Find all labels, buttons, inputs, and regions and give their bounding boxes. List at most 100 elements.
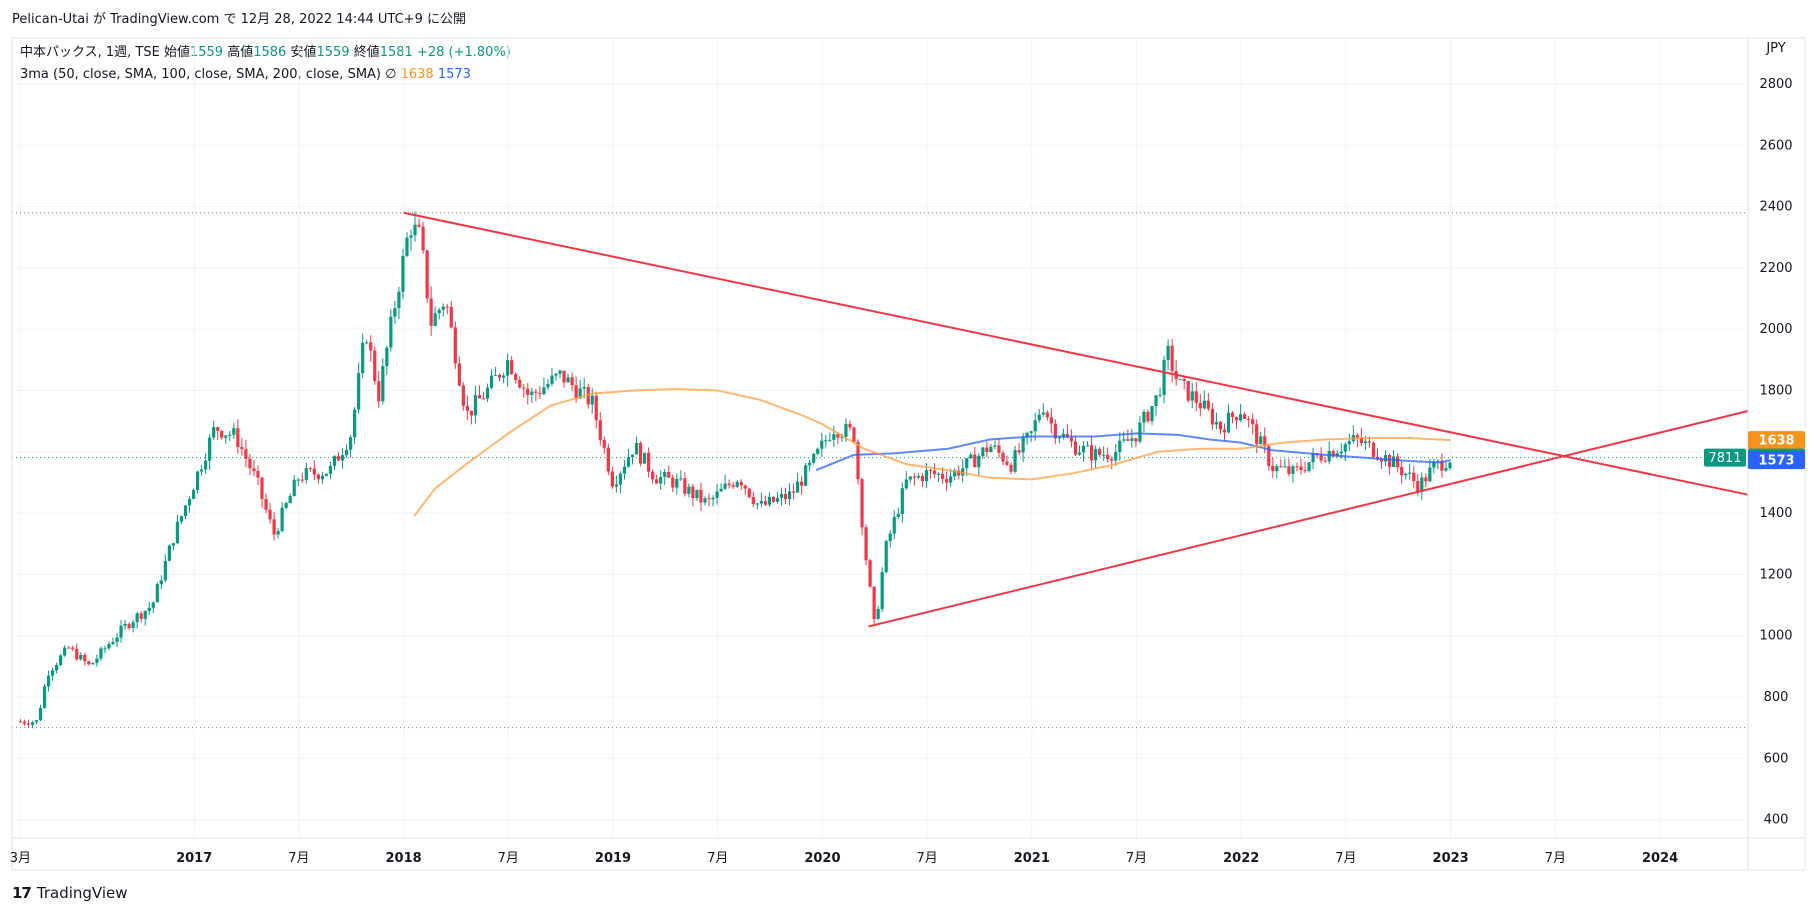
trendlines[interactable] [403, 211, 1749, 628]
candle-body [87, 661, 91, 665]
candle-body [916, 475, 921, 478]
footer-brand[interactable]: 17 TradingView [12, 884, 128, 902]
time-tick-label: 2019 [595, 851, 631, 866]
upper-trendline [403, 211, 1749, 496]
high-label: 高値 [227, 45, 254, 60]
candle-body [244, 449, 248, 459]
candle-body [1327, 451, 1331, 462]
candle-body [316, 474, 320, 480]
candle-body [526, 388, 530, 395]
candle-body [1033, 420, 1037, 432]
candle-body [550, 375, 554, 384]
candle-body [614, 484, 618, 487]
candle-body [860, 479, 864, 528]
low-value: 1559 [316, 45, 350, 60]
candle-body [695, 489, 699, 499]
candle-body [413, 224, 417, 236]
candle-body [268, 509, 272, 520]
brand-name: TradingView [36, 884, 128, 902]
candle-body [127, 624, 131, 629]
time-tick-label: 2023 [1433, 851, 1469, 866]
candle-body [1379, 459, 1384, 462]
candle-body [759, 501, 763, 504]
candle-body [272, 519, 276, 535]
price-tick-label: 2800 [1759, 77, 1792, 92]
candle-body [1045, 412, 1049, 418]
candle-body [755, 503, 759, 505]
candle-body [920, 475, 925, 482]
time-tick-label: 2022 [1223, 851, 1259, 866]
candle-body [1005, 461, 1009, 465]
candle-body [1021, 437, 1025, 453]
candle-body [340, 455, 345, 461]
ohlc-legend-row[interactable]: 中本パックス, 1週, TSE 始値1559 高値1586 安値1559 終値1… [20, 42, 511, 64]
candle-body [562, 370, 566, 383]
candle-body [602, 439, 606, 448]
candle-body [115, 637, 119, 642]
candle-body [679, 478, 683, 480]
candle-body [1247, 418, 1251, 420]
candle-body [872, 586, 876, 620]
candle-body [344, 449, 349, 456]
candle-body [1424, 477, 1428, 482]
indicator-legend-row[interactable]: 3ma (50, close, SMA, 100, close, SMA, 20… [20, 64, 511, 86]
time-tick-label: 7月 [1126, 851, 1147, 866]
candle-body [783, 493, 788, 500]
price-tick-label: 2200 [1759, 261, 1792, 276]
candle-body [892, 516, 896, 534]
horizontal-lines [12, 212, 1748, 729]
grid [12, 38, 1748, 838]
candle-body [1186, 381, 1190, 401]
candle-body [1287, 466, 1291, 474]
candle-body [361, 342, 365, 374]
candle-body [1271, 465, 1275, 472]
candle-body [179, 516, 184, 522]
indicator-label: 3ma (50, close, SMA, 100, close, SMA, 20… [20, 67, 381, 82]
candle-body [787, 491, 792, 500]
candle-body [852, 427, 856, 442]
candle-body [1214, 421, 1219, 425]
candle-body [538, 392, 542, 395]
candle-body [18, 721, 22, 723]
candle-body [1307, 462, 1311, 471]
candle-body [111, 641, 115, 645]
candle-body [445, 306, 449, 308]
candle-body [1142, 411, 1146, 423]
candle-body [1319, 455, 1323, 461]
candle-body [1367, 441, 1372, 443]
candle-body [204, 460, 208, 470]
candle-body [912, 476, 916, 478]
time-tick-label: 3月 [10, 851, 31, 866]
candle-body [981, 447, 985, 456]
chart-legend: 中本パックス, 1週, TSE 始値1559 高値1586 安値1559 終値1… [20, 42, 511, 86]
candle-body [1154, 395, 1158, 407]
candle-body [638, 443, 643, 464]
candle-body [131, 622, 135, 629]
candle-body [292, 479, 296, 497]
candle-body [304, 468, 308, 481]
candle-body [1343, 444, 1347, 452]
candle-body [1355, 435, 1359, 438]
candle-body [791, 491, 796, 493]
candle-body [510, 360, 514, 375]
candle-body [1190, 391, 1194, 401]
candle-body [1275, 466, 1279, 472]
candle-body [566, 377, 570, 383]
candle-body [30, 722, 35, 725]
candle-body [969, 454, 973, 459]
candle-body [546, 383, 550, 388]
candle-body [743, 485, 747, 489]
candle-body [99, 648, 103, 659]
candle-body [449, 306, 453, 328]
price-tick-label: 2000 [1759, 322, 1792, 337]
candle-body [518, 379, 522, 388]
candle-body [985, 447, 989, 452]
candle-body [1371, 442, 1376, 457]
candle-body [1339, 451, 1343, 454]
candle-body [1416, 481, 1420, 492]
time-axis[interactable]: 3月 2017 7月 2018 7月 2019 7月 2020 7月 2021 7月 2022 7月 20… [10, 851, 1678, 866]
candle-body [1392, 456, 1396, 467]
candle-body [1428, 467, 1432, 482]
candle-body [848, 423, 852, 428]
